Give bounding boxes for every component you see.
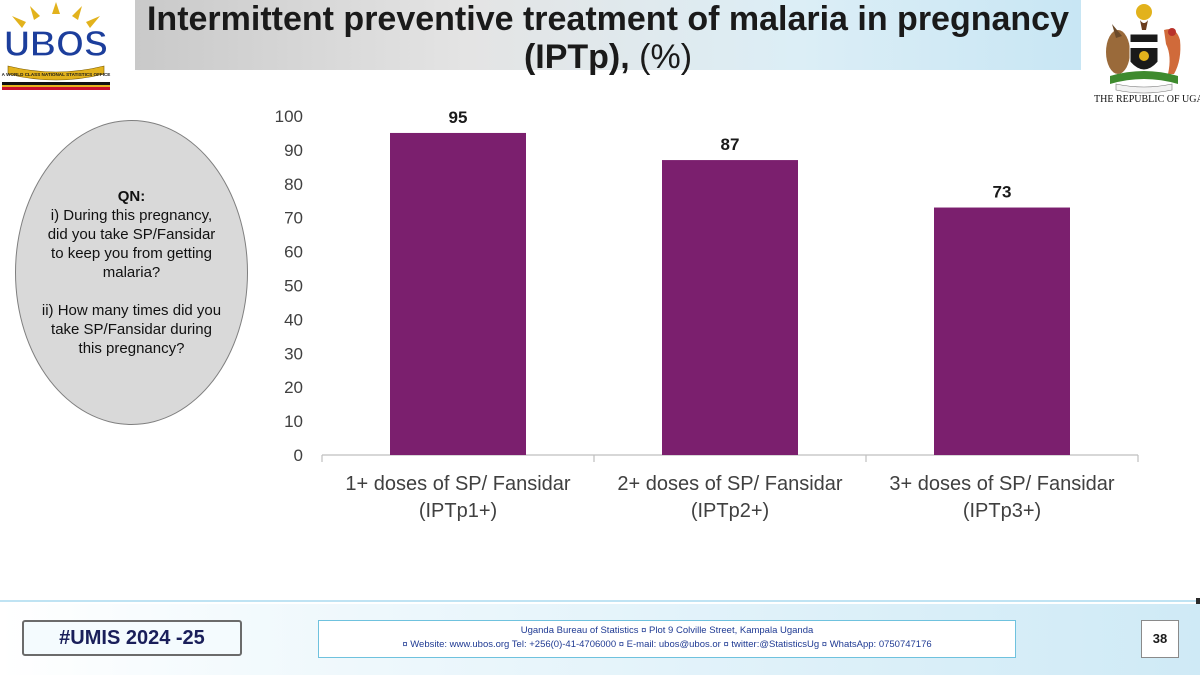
y-tick-label: 10 [284,412,303,431]
question-heading: QN: [117,188,146,205]
footer-divider [0,600,1200,602]
ubos-logo: UBOS A WORLD CLASS NATIONAL STATISTICS O… [2,2,111,90]
y-tick-label: 0 [294,446,303,465]
bar [934,207,1070,455]
question-part-2: ii) How many times did you take SP/Fansi… [41,302,222,357]
category-label: 2+ doses of SP/ Fansidar [617,473,842,495]
category-label: 1+ doses of SP/ Fansidar [345,473,570,495]
y-tick-label: 20 [284,378,303,397]
y-tick-label: 100 [275,107,303,126]
coat-of-arms-icon [1106,4,1181,94]
question-ellipse: QN: i) During this pregnancy, did you ta… [15,120,248,425]
y-tick-label: 70 [284,209,303,228]
logo-star-rays-icon [12,2,100,28]
logo-wordmark: UBOS [4,23,108,64]
bar [662,160,798,455]
category-label: 3+ doses of SP/ Fansidar [889,473,1114,495]
title-line-2-rest: (%) [639,38,693,76]
category-label: (IPTp2+) [691,500,769,522]
title-line-1: Intermittent preventive treatment of mal… [146,0,1070,38]
y-tick-label: 90 [284,141,303,160]
page-title: Intermittent preventive treatment of mal… [135,0,1081,78]
data-label: 95 [449,108,468,127]
question-part-1: i) During this pregnancy, did you take S… [47,207,216,281]
page-number: 38 [1141,620,1179,658]
address-line-2: ¤ Website: www.ubos.org Tel: +256(0)-41-… [402,639,932,650]
y-tick-label: 40 [284,310,303,329]
data-label: 87 [721,135,740,154]
y-tick-label: 80 [284,175,303,194]
republic-caption: THE REPUBLIC OF UGANDA [1094,94,1200,105]
footer-address: Uganda Bureau of Statistics ¤ Plot 9 Col… [318,620,1016,658]
survey-hashtag: #UMIS 2024 -25 [22,620,242,656]
y-tick-label: 60 [284,243,303,262]
data-label: 73 [993,183,1012,202]
y-tick-label: 30 [284,344,303,363]
y-tick-label: 50 [284,277,303,296]
category-label: (IPTp3+) [963,500,1041,522]
iptp-bar-chart: 0 10 20 30 40 50 60 70 80 90 100 95 1+ doses of SP/ … [275,107,1139,522]
logo-tagline: A WORLD CLASS NATIONAL STATISTICS OFFICE [2,72,111,77]
category-label: (IPTp1+) [419,500,497,522]
title-line-2: (IPTp), (%) [135,38,1081,76]
title-band [135,0,1081,70]
address-line-1: Uganda Bureau of Statistics ¤ Plot 9 Col… [520,625,814,636]
logo-ribbon-icon [7,65,105,81]
title-line-2-bold: (IPTp), [523,38,640,76]
bar [390,132,526,455]
